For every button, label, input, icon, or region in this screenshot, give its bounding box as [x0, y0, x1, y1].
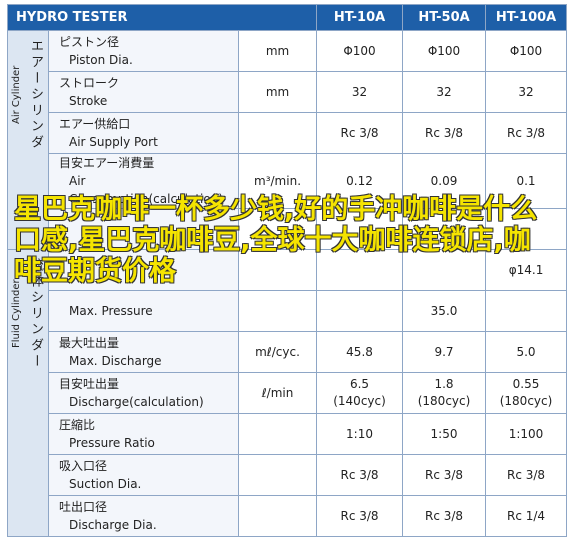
row: 目安吐出量 Discharge(calculation) ℓ/min 6.5 (140…: [8, 372, 568, 414]
item-jp: 吐出口径: [59, 500, 108, 514]
value: 0.1: [485, 153, 568, 209]
value: Rc 3/8: [485, 454, 568, 496]
value: Φ100: [316, 30, 404, 72]
value: 0.12: [316, 153, 404, 209]
unit: [237, 249, 318, 291]
unit: m³/min.: [237, 153, 318, 209]
row: Air Cylinder エアーシリンダ ピストン径 Piston Dia. mm Φ10…: [7, 30, 568, 250]
value: [316, 290, 404, 332]
item-en: Air Supply Port: [69, 135, 158, 149]
item-name: ストローク Stroke: [48, 71, 239, 113]
value: 5.0: [485, 331, 568, 373]
row: [8, 208, 568, 250]
value: Rc 3/8: [485, 112, 568, 154]
row: エアー供給口 Air Supply Port Rc 3/8 Rc 3/8 Rc 3/8: [8, 112, 568, 154]
value: Rc 3/8: [402, 495, 487, 537]
item-name: 吐出口径 Discharge Dia.: [48, 495, 239, 537]
row: 吐出口径 Discharge Dia. Rc 3/8 Rc 3/8 Rc 1/4: [8, 495, 568, 537]
item-en: Air Consumption(calculation): [69, 174, 224, 206]
value: 32: [485, 71, 568, 113]
value: Φ100: [485, 30, 568, 72]
unit: [237, 495, 318, 537]
item-jp: 圧縮比: [59, 418, 96, 432]
value: [485, 290, 568, 332]
item-en: Suction Dia.: [69, 477, 142, 491]
unit: mm: [237, 30, 318, 72]
item-name: [48, 208, 239, 250]
item-jp: 吸入口径: [59, 459, 108, 473]
value: 1.8 (180cyc): [402, 372, 487, 414]
value: 6.5 (140cyc): [316, 372, 404, 414]
item-en: Max. Discharge: [69, 354, 162, 368]
overlay-text: 星巴克咖啡一杯多少钱,好的手冲咖啡是什么口感,星巴克咖啡豆,全球十大咖啡连锁店,…: [14, 194, 538, 287]
item-name: エアー供給口 Air Supply Port: [48, 112, 239, 154]
unit: [237, 290, 318, 332]
value: 0.55 (180cyc): [485, 372, 568, 414]
item-name: 最大吐出量 Max. Discharge: [48, 331, 239, 373]
item-name: 圧縮比 Pressure Ratio: [48, 413, 239, 455]
unit: [237, 454, 318, 496]
group-jp: エアーシリンダ: [28, 39, 43, 151]
value: Φ100: [402, 30, 487, 72]
item-en: Max. Pressure: [69, 304, 153, 318]
value: φ14.1: [485, 249, 568, 291]
unit: mm: [237, 71, 318, 113]
table-title: HYDRO TESTER: [6, 4, 318, 31]
item-jp: エアー供給口: [59, 117, 131, 131]
value: 1:100: [485, 413, 568, 455]
unit: [237, 112, 318, 154]
item-en: Discharge(calculation): [69, 395, 204, 409]
item-name: 吸入口径 Suction Dia.: [48, 454, 239, 496]
row: Max. Pressure 35.0: [8, 290, 568, 332]
value: Rc 3/8: [316, 454, 404, 496]
group-jp: 流体シリンダー: [28, 258, 43, 370]
row: 吸入口径 Suction Dia. Rc 3/8 Rc 3/8 Rc 3/8: [8, 454, 568, 496]
value: 32: [402, 71, 487, 113]
value: [316, 208, 404, 250]
item-name: 目安吐出量 Discharge(calculation): [48, 372, 239, 414]
value: 1:50: [402, 413, 487, 455]
value: Rc 3/8: [402, 112, 487, 154]
item-en: Discharge Dia.: [69, 518, 157, 532]
model-header: HT-100A: [485, 4, 568, 31]
value: [316, 249, 404, 291]
value: 45.8: [316, 331, 404, 373]
group-label: Fluid Cylinder 流体シリンダー: [7, 249, 49, 537]
item-jp: 目安吐出量: [59, 377, 120, 391]
item-name: 目安エアー消費量 Air Consumption(calculation): [48, 153, 239, 209]
unit: [237, 413, 318, 455]
value: Rc 3/8: [402, 454, 487, 496]
item-en: Pressure Ratio: [69, 436, 155, 450]
value: 35.0: [402, 290, 487, 332]
value: 32: [316, 71, 404, 113]
item-name: ピストン径 Piston Dia.: [48, 30, 239, 72]
group-en: Air Cylinder: [11, 65, 22, 125]
model-header: HT-50A: [402, 4, 487, 31]
item-en: Piston Dia.: [69, 53, 133, 67]
row: 圧縮比 Pressure Ratio 1:10 1:50 1:100: [8, 413, 568, 455]
value: Rc 3/8: [316, 112, 404, 154]
model-header: HT-10A: [316, 4, 404, 31]
item-jp: ストローク: [59, 76, 120, 90]
value: 9.7: [402, 331, 487, 373]
unit: mℓ/cyc.: [237, 331, 318, 373]
item-jp: 最大吐出量: [59, 336, 120, 350]
item-name: [48, 249, 239, 291]
row: ストローク Stroke mm 32 32 32: [8, 71, 568, 113]
group-label: Air Cylinder エアーシリンダ: [7, 30, 49, 250]
value: Rc 3/8: [316, 495, 404, 537]
value: Rc 1/4: [485, 495, 568, 537]
unit: ℓ/min: [237, 372, 318, 414]
item-name: Max. Pressure: [48, 290, 239, 332]
item-jp: ピストン径: [59, 35, 120, 49]
row: 最大吐出量 Max. Discharge mℓ/cyc. 45.8 9.7 5.0: [8, 331, 568, 373]
row: Fluid Cylinder 流体シリンダー φ14.1: [7, 249, 568, 537]
value: 1:10: [316, 413, 404, 455]
item-en: Stroke: [69, 94, 108, 108]
item-jp: 目安エアー消費量: [59, 156, 155, 170]
